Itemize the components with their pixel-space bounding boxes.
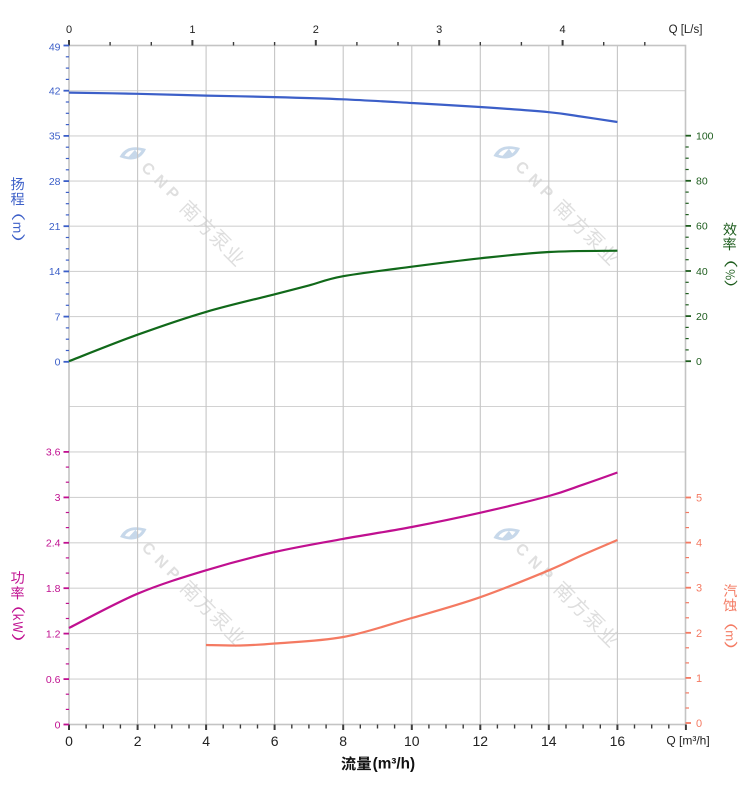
svg-text:4: 4 <box>696 538 702 550</box>
svg-text:49: 49 <box>49 42 61 54</box>
svg-text:P: P <box>536 183 556 203</box>
svg-text:4: 4 <box>202 733 210 749</box>
svg-text:100: 100 <box>696 131 714 143</box>
svg-text:C: C <box>512 540 533 561</box>
svg-text:10: 10 <box>404 733 420 749</box>
svg-text:12: 12 <box>473 733 489 749</box>
svg-text:2.4: 2.4 <box>46 538 61 550</box>
svg-text:0: 0 <box>55 357 61 369</box>
svg-text:7: 7 <box>55 311 61 323</box>
svg-text:8: 8 <box>339 733 347 749</box>
svg-text:3: 3 <box>696 583 702 595</box>
svg-text:0: 0 <box>696 718 702 730</box>
svg-text:2: 2 <box>696 628 702 640</box>
svg-text:C: C <box>138 159 159 180</box>
svg-text:0: 0 <box>696 356 702 368</box>
svg-text:28: 28 <box>49 176 61 188</box>
svg-text:3.6: 3.6 <box>46 447 61 459</box>
svg-text:42: 42 <box>49 86 61 98</box>
svg-text:0: 0 <box>55 719 61 731</box>
svg-text:6: 6 <box>271 733 279 749</box>
svg-text:16: 16 <box>610 733 626 749</box>
svg-text:21: 21 <box>49 221 61 233</box>
svg-text:4: 4 <box>560 24 566 36</box>
svg-text:0: 0 <box>65 733 73 749</box>
svg-text:(m³/h): (m³/h) <box>373 756 415 773</box>
svg-text:0: 0 <box>66 24 72 36</box>
svg-text:0.6: 0.6 <box>46 674 61 686</box>
svg-text:N: N <box>150 172 170 192</box>
svg-text:2: 2 <box>134 733 142 749</box>
svg-text:40: 40 <box>696 266 708 278</box>
svg-text:5: 5 <box>696 493 702 505</box>
svg-text:1: 1 <box>696 673 702 685</box>
svg-text:N: N <box>151 552 171 572</box>
svg-text:1: 1 <box>189 24 195 36</box>
svg-text:1.2: 1.2 <box>46 628 61 640</box>
svg-text:1.8: 1.8 <box>46 583 61 595</box>
svg-text:Q [L/s]: Q [L/s] <box>669 24 703 36</box>
svg-text:60: 60 <box>696 221 708 233</box>
svg-text:35: 35 <box>49 131 61 143</box>
svg-text:C: C <box>512 158 533 179</box>
svg-text:Q [m³/h]: Q [m³/h] <box>666 734 709 748</box>
svg-text:N: N <box>524 553 544 573</box>
svg-text:3: 3 <box>55 492 61 504</box>
svg-text:20: 20 <box>696 311 708 323</box>
svg-text:14: 14 <box>49 266 61 278</box>
svg-text:14: 14 <box>541 733 557 749</box>
svg-text:3: 3 <box>436 24 442 36</box>
svg-text:80: 80 <box>696 176 708 188</box>
svg-text:2: 2 <box>313 24 319 36</box>
svg-text:P: P <box>162 184 182 204</box>
